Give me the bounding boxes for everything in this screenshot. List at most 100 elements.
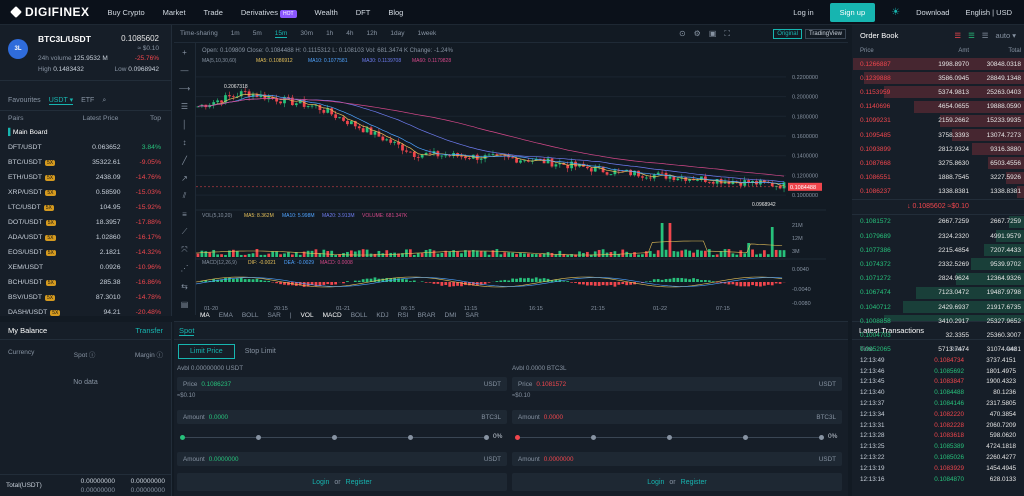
screenshot-icon[interactable]: ▣: [708, 29, 717, 38]
slider-stop[interactable]: [515, 435, 520, 440]
orderbook-row[interactable]: 0.1087668 3275.8630 6503.4556: [852, 156, 1024, 170]
orderbook-row[interactable]: 0.1099231 2159.2662 15233.9935: [852, 114, 1024, 128]
buy-register-link[interactable]: Register: [345, 478, 372, 486]
fib-icon[interactable]: ≡: [182, 209, 187, 219]
indicator-brar[interactable]: BRAR: [417, 312, 436, 319]
buy-percent-slider[interactable]: [180, 435, 489, 440]
slider-stop[interactable]: [180, 435, 185, 440]
hline-icon[interactable]: ―: [180, 65, 189, 75]
orderbook-row[interactable]: 0.1074372 2332.5269 9539.9702: [852, 257, 1024, 271]
tab-etf[interactable]: ETF: [81, 97, 95, 104]
buy-login-link[interactable]: Login: [312, 478, 330, 486]
fullscreen-icon[interactable]: ⛶: [724, 29, 730, 38]
slider-stop[interactable]: [484, 435, 489, 440]
nav-market[interactable]: Market: [162, 7, 186, 17]
orderbook-row[interactable]: 0.1067474 7123.0472 19487.9798: [852, 286, 1024, 300]
pair-row[interactable]: DASH/USDT 5X 94.21 -20.48%: [0, 305, 171, 320]
nav-blog[interactable]: Blog: [388, 7, 404, 17]
indicator-sar[interactable]: SAR: [465, 312, 479, 319]
orderbook-row[interactable]: 0.1140696 4654.0655 19888.0590: [852, 100, 1024, 114]
slider-stop[interactable]: [332, 435, 337, 440]
buy-total-input[interactable]: Amount 0.0000000 USDT: [177, 452, 507, 466]
login-link[interactable]: Log in: [793, 8, 814, 17]
orderbook-row[interactable]: 0.1079689 2324.2320 4991.9579: [852, 229, 1024, 243]
tab-stop-limit[interactable]: Stop Limit: [244, 348, 276, 355]
parallel-icon[interactable]: ⫽: [182, 191, 187, 200]
pair-row[interactable]: BCH/USDT 5X 285.38 -16.86%: [0, 275, 171, 290]
vline-icon[interactable]: │: [182, 119, 187, 129]
col-top[interactable]: Top: [150, 114, 161, 122]
sell-total-input[interactable]: Amount 0.0000000 USDT: [512, 452, 842, 466]
slider-stop[interactable]: [256, 435, 261, 440]
orderbook-row[interactable]: 0.1008858 3410.2917 25327.9652: [852, 314, 1024, 328]
tab-favourites[interactable]: Favourites: [8, 97, 41, 104]
interval-tab-5m[interactable]: 5m: [252, 30, 262, 37]
interval-tab-12h[interactable]: 12h: [366, 30, 378, 37]
slider-stop[interactable]: [408, 435, 413, 440]
buy-price-input[interactable]: Price 0.1086237 USDT: [177, 377, 507, 391]
orderbook-row[interactable]: 0.1093899 2812.9324 9316.3880: [852, 142, 1024, 156]
indicator-ma[interactable]: MA: [200, 312, 210, 319]
buy-amount-input[interactable]: Amount 0.0000 BTC3L: [177, 410, 507, 424]
theme-toggle-icon[interactable]: ☀: [891, 7, 901, 18]
magnet-icon[interactable]: ⋰: [180, 263, 189, 273]
vray-icon[interactable]: ↕: [182, 137, 187, 147]
orderbook-row[interactable]: 0.1153959 5374.9813 25263.0403: [852, 85, 1024, 99]
indicator-macd[interactable]: MACD: [322, 312, 342, 319]
indicator-boll[interactable]: BOLL: [350, 312, 368, 319]
candlestick-chart[interactable]: Open: 0.109809 Close: 0.1084488 H: 0.111…: [196, 43, 848, 311]
col-pairs[interactable]: Pairs: [8, 114, 24, 122]
sell-register-link[interactable]: Register: [680, 478, 707, 486]
pair-row[interactable]: BTC/USDT 5X 35322.61 -9.05%: [0, 155, 171, 170]
orderbook-row[interactable]: 0.1239888 3586.0945 28849.1348: [852, 71, 1024, 85]
slider-stop[interactable]: [591, 435, 596, 440]
balance-col-spot[interactable]: Spot ⓘ: [73, 352, 96, 359]
crosshair-icon[interactable]: +: [182, 47, 187, 57]
tab-spot[interactable]: Spot: [179, 325, 195, 336]
logo[interactable]: DIGIFINEX: [10, 5, 90, 19]
tab-usdt[interactable]: USDT ▾: [48, 97, 74, 105]
indicator-vol[interactable]: VOL: [300, 312, 314, 319]
indicator-boll[interactable]: BOLL: [241, 312, 259, 319]
channel-icon[interactable]: ☰: [180, 101, 189, 111]
tab-limit-price[interactable]: Limit Price: [178, 344, 235, 359]
main-board-label[interactable]: ▌Main Board: [8, 129, 48, 136]
orderbook-row[interactable]: 0.1040712 2429.6937 21917.6735: [852, 300, 1024, 314]
eraser-icon[interactable]: ⇆: [181, 281, 188, 291]
language-selector[interactable]: English | USD: [965, 8, 1012, 17]
interval-tab-15m[interactable]: 15m: [274, 29, 288, 38]
indicator-icon[interactable]: ⊙: [678, 29, 686, 38]
ray-icon[interactable]: ⟶: [178, 83, 191, 93]
nav-trade[interactable]: Trade: [203, 7, 223, 17]
slider-stop[interactable]: [819, 435, 824, 440]
layers-icon[interactable]: ▤: [180, 299, 189, 309]
trendline-icon[interactable]: ╱: [182, 155, 187, 165]
orderbook-row[interactable]: 0.1086551 1888.7545 3227.5926: [852, 171, 1024, 185]
pair-row[interactable]: ADA/USDT 5X 1.02860 -16.17%: [0, 230, 171, 245]
nav-buy-crypto[interactable]: Buy Crypto: [107, 7, 145, 17]
interval-tab-4h[interactable]: 4h: [346, 30, 354, 37]
settings-icon[interactable]: ⚙: [693, 29, 701, 38]
pair-name[interactable]: BTC3L/USDT: [38, 34, 91, 44]
interval-tab-1day[interactable]: 1day: [390, 30, 405, 37]
pair-row[interactable]: XEM/USDT 0.0926 -10.96%: [0, 260, 171, 275]
pair-row[interactable]: BSV/USDT 5X 87.3010 -14.78%: [0, 290, 171, 305]
original-button[interactable]: Original: [773, 29, 802, 39]
orderbook-row[interactable]: 0.1077386 2215.4854 7207.4433: [852, 243, 1024, 257]
sell-login-link[interactable]: Login: [647, 478, 665, 486]
view-bids-icon[interactable]: ☰: [968, 30, 975, 40]
indicator-ema[interactable]: EMA: [218, 312, 233, 319]
interval-tab-time-sharing[interactable]: Time-sharing: [180, 30, 218, 37]
pair-row[interactable]: EOS/USDT 5X 2.1821 -14.32%: [0, 245, 171, 260]
precision-select[interactable]: auto ▾: [995, 30, 1016, 40]
text-icon[interactable]: ⤧: [181, 245, 188, 254]
search-icon[interactable]: ⌕: [102, 96, 107, 104]
sell-price-input[interactable]: Price 0.1081572 USDT: [512, 377, 842, 391]
tradingview-button[interactable]: TradingView: [804, 29, 846, 39]
pair-row[interactable]: ETH/USDT 5X 2438.09 -14.76%: [0, 170, 171, 185]
arrow-icon[interactable]: ↗: [181, 173, 188, 183]
pair-row[interactable]: XRP/USDT 5X 0.58590 -15.03%: [0, 185, 171, 200]
interval-tab-1h[interactable]: 1h: [326, 30, 334, 37]
nav-dft[interactable]: DFT: [355, 7, 371, 17]
view-asks-icon[interactable]: ☰: [954, 30, 962, 40]
